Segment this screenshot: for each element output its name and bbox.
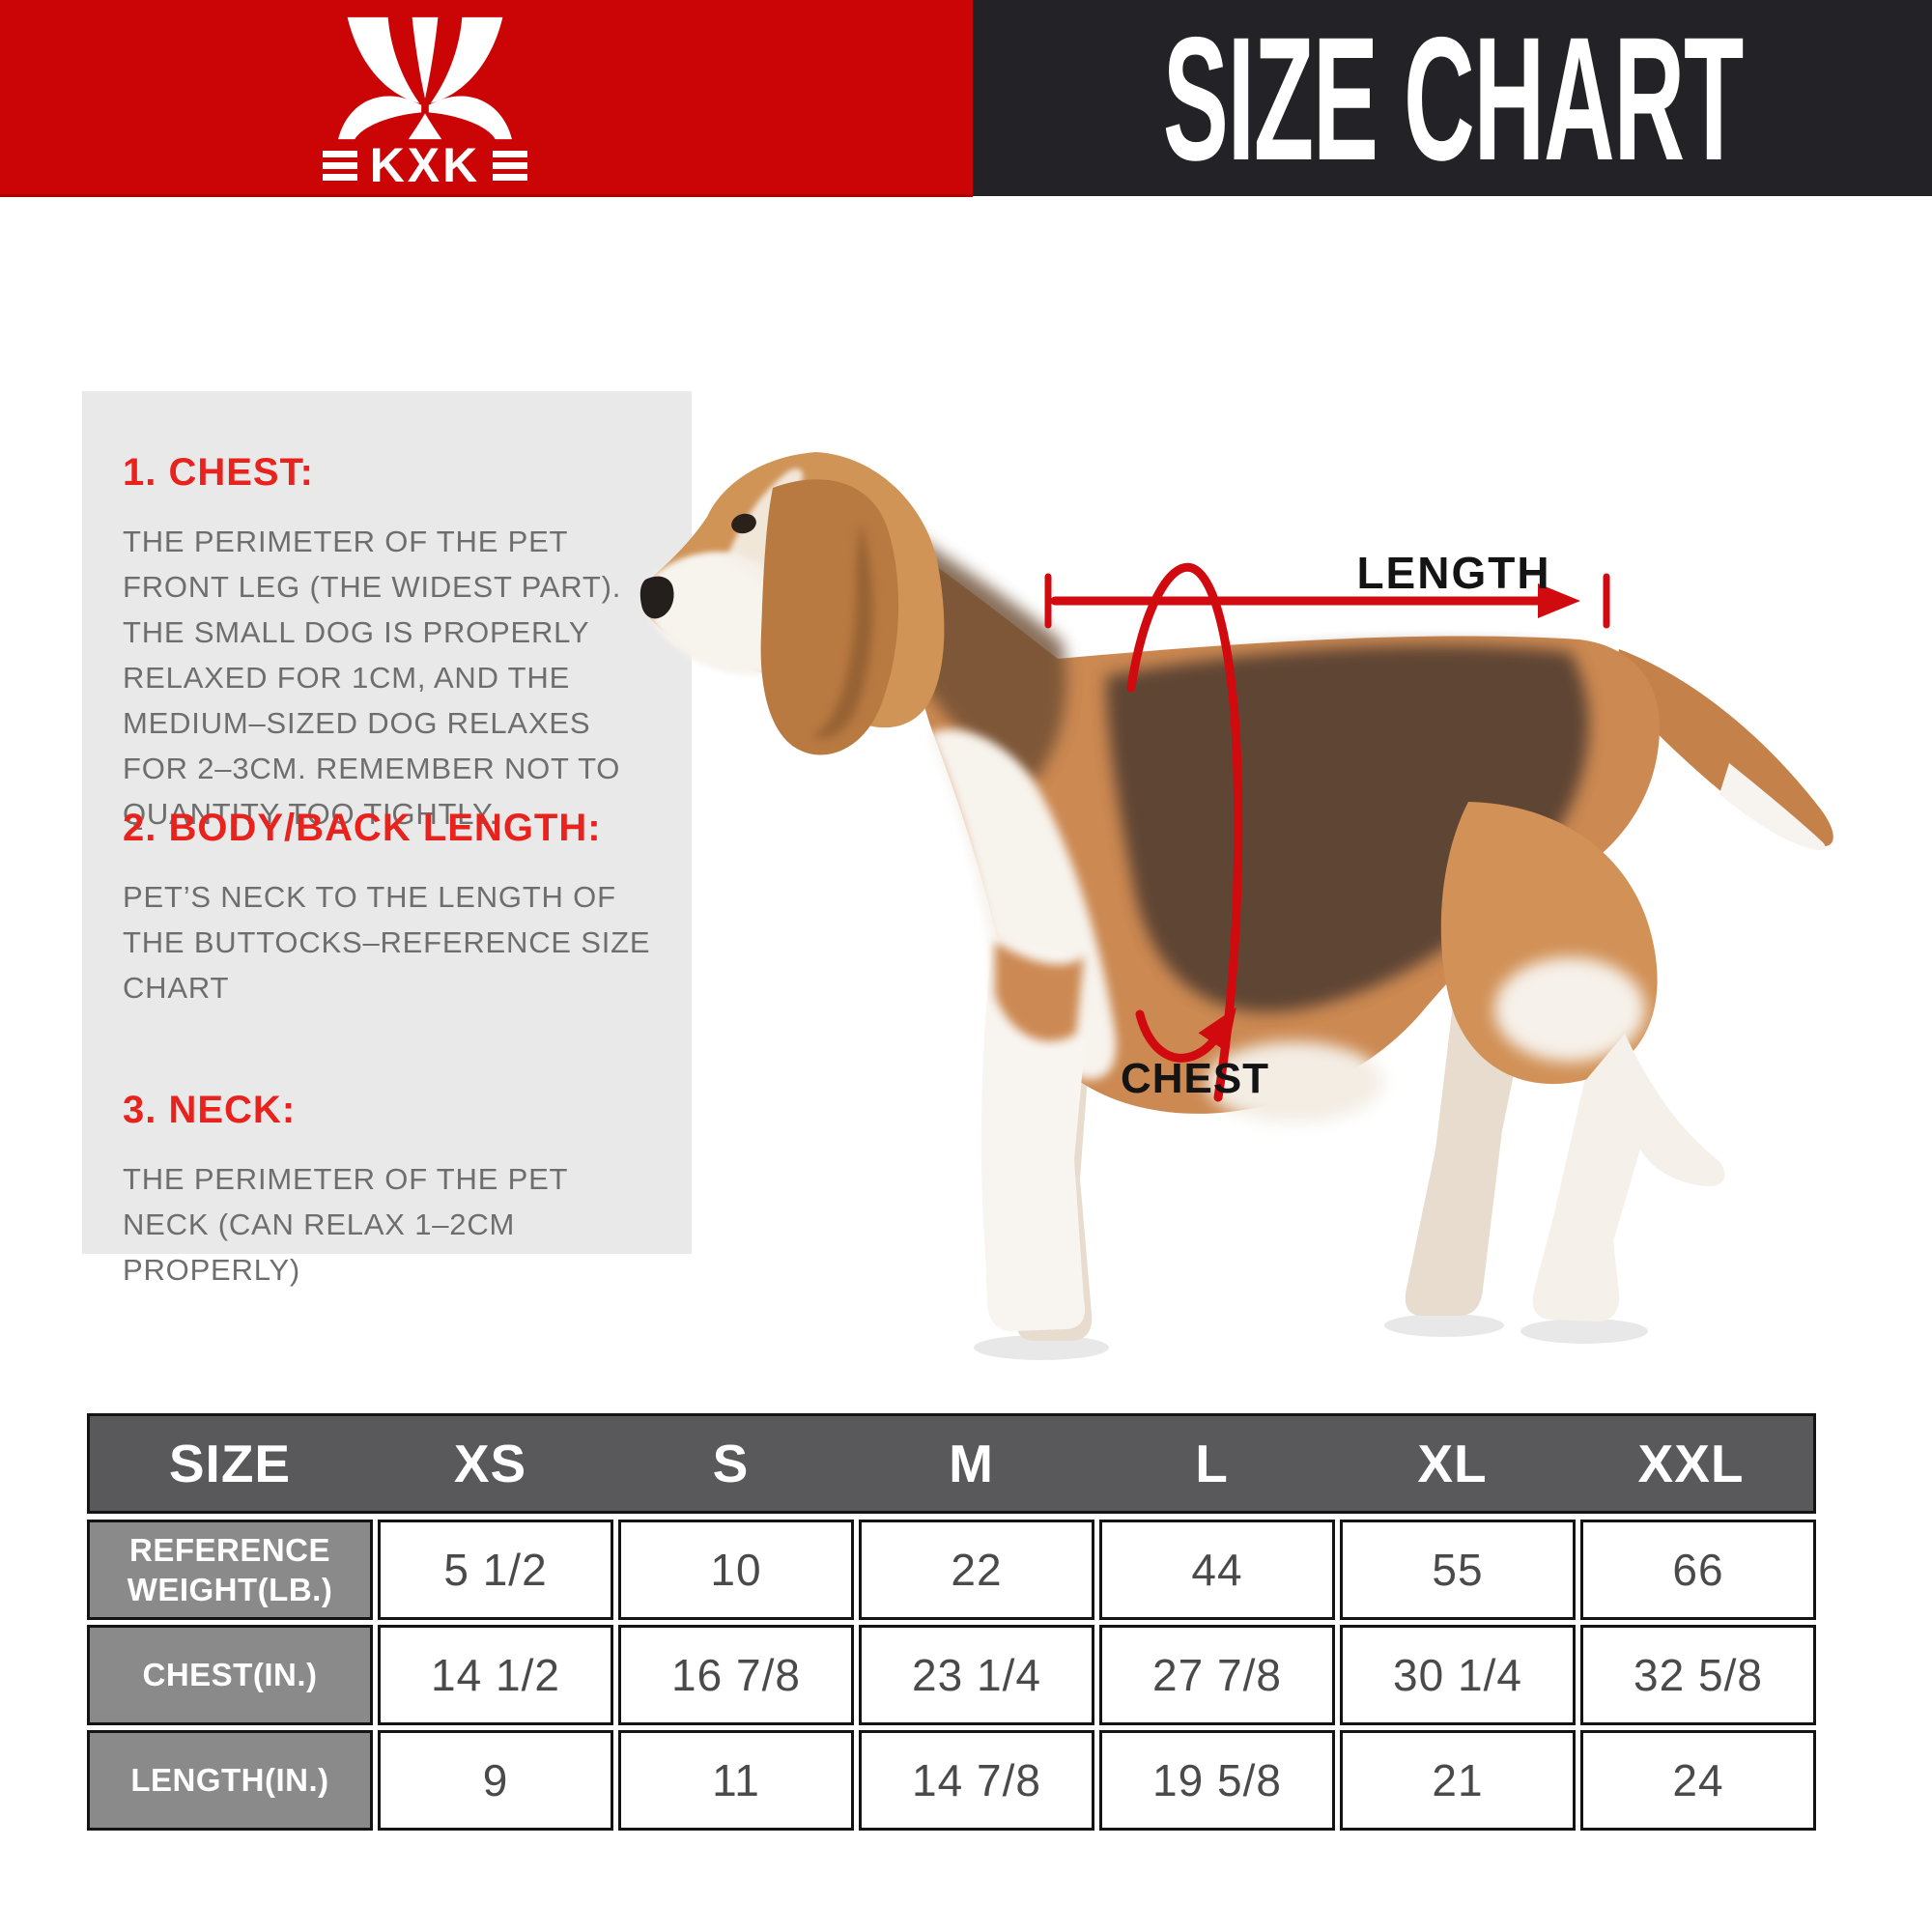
instruction-section-chest: 1. CHEST: THE PERIMETER OF THE PET FRONT… bbox=[123, 451, 656, 837]
length-measure-label: LENGTH bbox=[1356, 548, 1551, 598]
table-row-chest: CHEST(IN.) 14 1/2 16 7/8 23 1/4 27 7/8 3… bbox=[87, 1625, 1816, 1725]
size-table-header-row: SIZE XS S M L XL XXL bbox=[87, 1413, 1816, 1514]
header-title-band: SIZE CHART bbox=[973, 0, 1932, 196]
instruction-body: PET’S NECK TO THE LENGTH OF THE BUTTOCKS… bbox=[123, 880, 651, 1005]
table-cell: 32 5/8 bbox=[1580, 1625, 1816, 1725]
column-header: S bbox=[712, 1434, 750, 1493]
table-cell: 5 1/2 bbox=[378, 1520, 613, 1620]
table-cell: 10 bbox=[618, 1520, 854, 1620]
table-cell: 14 1/2 bbox=[378, 1625, 613, 1725]
table-cell: 30 1/4 bbox=[1340, 1625, 1576, 1725]
table-cell: 27 7/8 bbox=[1099, 1625, 1335, 1725]
table-row-weight: REFERENCE WEIGHT(LB.) 5 1/2 10 22 44 55 … bbox=[87, 1520, 1816, 1620]
column-header: XS bbox=[453, 1434, 527, 1493]
chest-measure-label: CHEST bbox=[1120, 1055, 1270, 1102]
table-cell: 23 1/4 bbox=[859, 1625, 1094, 1725]
brand-logo: KXK bbox=[280, 141, 570, 189]
brand-name: KXK bbox=[369, 138, 481, 192]
table-cell: 21 bbox=[1340, 1730, 1576, 1831]
table-cell: 44 bbox=[1099, 1520, 1335, 1620]
kxk-x-logo-icon bbox=[338, 16, 512, 140]
triple-bar-right-icon bbox=[493, 150, 528, 181]
size-table: SIZE XS S M L XL XXL REFERENCE WEIGHT(LB… bbox=[87, 1413, 1816, 1831]
table-cell: 66 bbox=[1580, 1520, 1816, 1620]
instruction-section-body-length: 2. BODY/BACK LENGTH: PET’S NECK TO THE L… bbox=[123, 807, 656, 1010]
row-label: LENGTH(IN.) bbox=[87, 1730, 373, 1831]
table-cell: 55 bbox=[1340, 1520, 1576, 1620]
column-header: XXL bbox=[1637, 1434, 1745, 1493]
page-title: SIZE CHART bbox=[1162, 0, 1743, 197]
table-cell: 11 bbox=[618, 1730, 854, 1831]
table-cell: 14 7/8 bbox=[859, 1730, 1094, 1831]
table-cell: 9 bbox=[378, 1730, 613, 1831]
column-header: XL bbox=[1417, 1434, 1488, 1493]
ground-shadow bbox=[974, 1314, 1648, 1360]
triple-bar-left-icon bbox=[322, 150, 357, 181]
table-cell: 24 bbox=[1580, 1730, 1816, 1831]
length-arrow-icon bbox=[1044, 573, 1610, 629]
instruction-heading: 1. CHEST: bbox=[123, 451, 314, 494]
table-cell: 16 7/8 bbox=[618, 1625, 854, 1725]
table-cell: 19 5/8 bbox=[1099, 1730, 1335, 1831]
instruction-body: THE PERIMETER OF THE PET NECK (CAN RELAX… bbox=[123, 1162, 568, 1287]
instruction-heading: 3. NECK: bbox=[123, 1089, 297, 1131]
column-header: SIZE bbox=[168, 1434, 292, 1493]
table-cell: 22 bbox=[859, 1520, 1094, 1620]
instruction-heading: 2. BODY/BACK LENGTH: bbox=[123, 807, 602, 849]
row-label: REFERENCE WEIGHT(LB.) bbox=[87, 1520, 373, 1620]
measuring-instructions-panel: 1. CHEST: THE PERIMETER OF THE PET FRONT… bbox=[82, 391, 692, 1287]
beagle-dog-image bbox=[639, 452, 1833, 1360]
table-row-length: LENGTH(IN.) 9 11 14 7/8 19 5/8 21 24 bbox=[87, 1730, 1816, 1831]
row-label: CHEST(IN.) bbox=[87, 1625, 373, 1725]
chest-loop-icon bbox=[1126, 562, 1243, 1102]
column-header: M bbox=[949, 1434, 994, 1493]
instruction-section-neck: 3. NECK: THE PERIMETER OF THE PET NECK (… bbox=[123, 1089, 656, 1293]
instruction-body: THE PERIMETER OF THE PET FRONT LEG (THE … bbox=[123, 525, 622, 831]
header-red-band: KXK bbox=[0, 0, 973, 197]
column-header: L bbox=[1195, 1434, 1229, 1493]
